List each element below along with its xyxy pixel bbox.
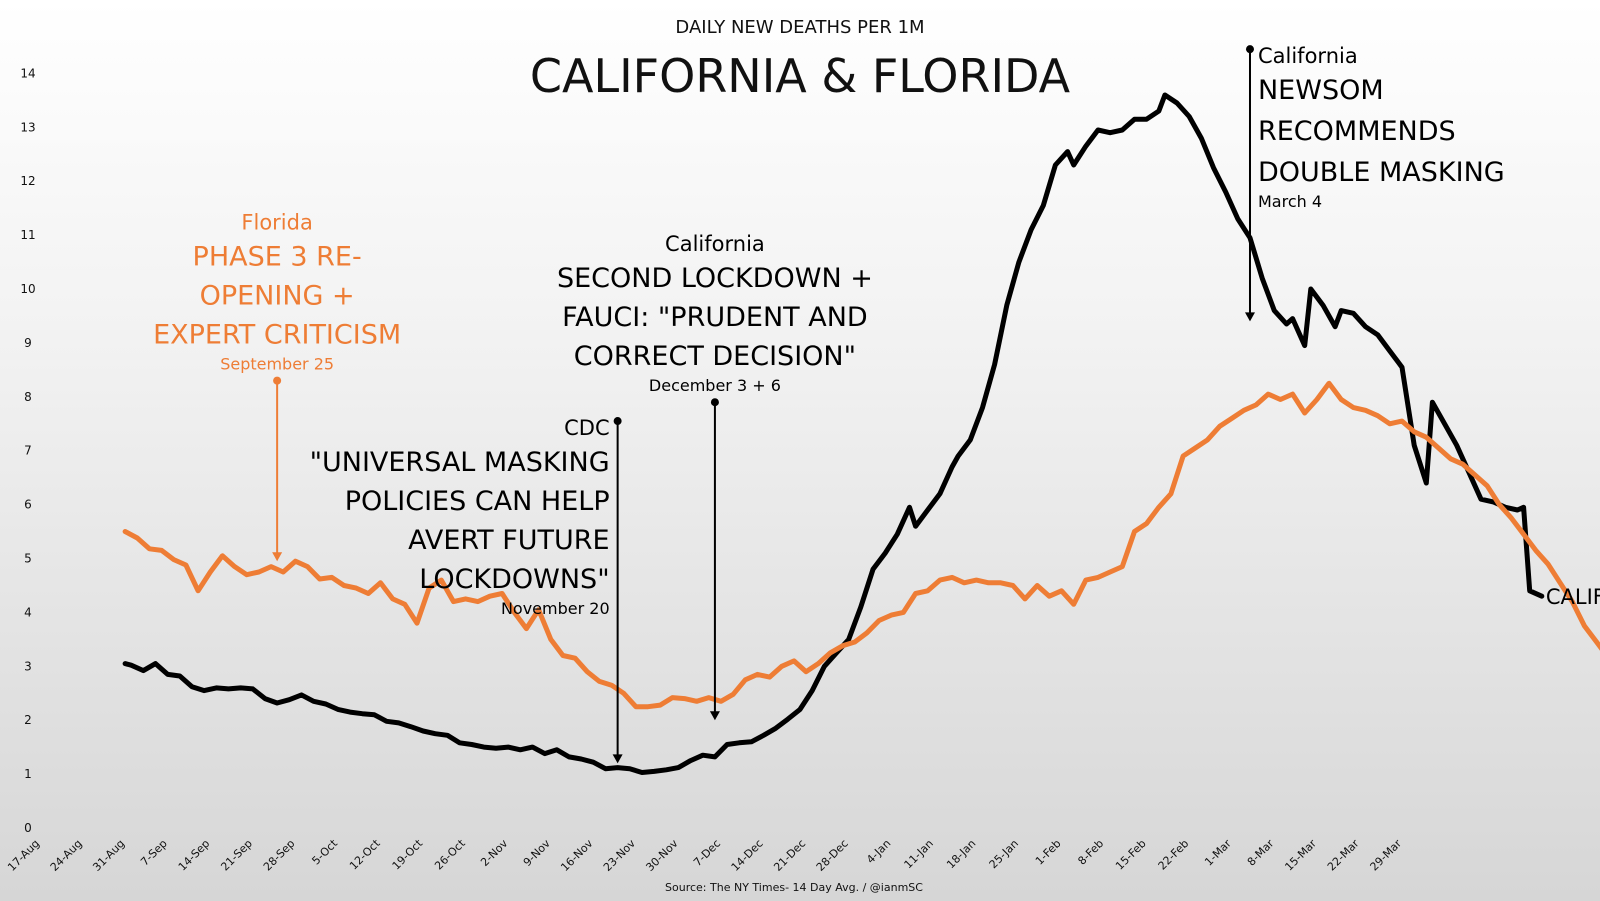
chart-title: CALIFORNIA & FLORIDA: [530, 49, 1071, 103]
x-tick-label: 21-Sep: [218, 837, 255, 874]
x-tick-label: 18-Jan: [944, 837, 978, 871]
x-tick-label: 29-Mar: [1368, 837, 1405, 874]
x-tick-label: 28-Sep: [261, 837, 298, 874]
x-tick-label: 11-Jan: [902, 837, 936, 871]
x-tick-label: 4-Jan: [864, 837, 893, 866]
x-tick-label: 28-Dec: [814, 837, 851, 874]
series-end-labels: CALIFORNIAFLORIDA: [1546, 585, 1600, 609]
y-tick-label: 5: [24, 552, 32, 566]
y-tick-label: 4: [24, 605, 32, 619]
annotation-headline-line: RECOMMENDS: [1258, 116, 1456, 147]
annotation-cdc-masking: CDC "UNIVERSAL MASKING POLICIES CAN HELP AV…: [310, 416, 623, 764]
y-tick-label: 10: [20, 282, 35, 296]
annotation-headline-line: EXPERT CRITICISM: [153, 320, 401, 351]
annotations: Florida PHASE 3 RE- OPENING + EXPERT CRITIC…: [153, 44, 1505, 764]
x-tick-label: 14-Dec: [729, 837, 766, 874]
annotation-date: March 4: [1258, 192, 1322, 211]
y-tick-label: 9: [24, 336, 32, 350]
annotation-arrow-head: [272, 552, 283, 562]
annotation-date: December 3 + 6: [649, 376, 781, 395]
x-tick-label: 8-Feb: [1075, 837, 1106, 868]
annotation-headline-line: FAUCI: "PRUDENT AND: [562, 302, 868, 333]
y-tick-label: 7: [24, 444, 32, 458]
annotation-headline-line: CORRECT DECISION": [574, 341, 856, 372]
x-tick-label: 15-Mar: [1282, 837, 1319, 874]
series-lines: [122, 92, 1600, 775]
y-tick-label: 1: [24, 767, 32, 781]
y-tick-label: 14: [20, 66, 35, 80]
x-tick-label: 16-Nov: [558, 837, 595, 874]
annotation-newsom-masking: California NEWSOM RECOMMENDS DOUBLE MASKING…: [1244, 44, 1505, 322]
y-tick-label: 6: [24, 498, 32, 512]
annotation-date: November 20: [501, 599, 610, 618]
annotation-date: September 25: [220, 355, 334, 374]
y-tick-label: 13: [20, 120, 35, 134]
x-tick-label: 7-Dec: [691, 837, 723, 869]
annotation-headline-line: OPENING +: [200, 281, 355, 312]
annotation-place: California: [665, 232, 765, 256]
annotation-arrow-head: [1244, 312, 1255, 322]
annotation-headline-line: AVERT FUTURE: [408, 525, 610, 556]
annotation-place: CDC: [564, 416, 610, 440]
x-tick-label: 30-Nov: [643, 837, 680, 874]
x-tick-label: 12-Oct: [347, 836, 383, 872]
source-credit: Source: The NY Times- 14 Day Avg. / @ian…: [665, 881, 923, 894]
annotation-florida-reopening: Florida PHASE 3 RE- OPENING + EXPERT CRITIC…: [153, 211, 401, 562]
annotation-headline-line: "UNIVERSAL MASKING: [310, 447, 610, 478]
annotation-arrow-head: [612, 754, 623, 764]
annotation-headline-line: LOCKDOWNS": [419, 564, 609, 595]
chart-subtitle: DAILY NEW DEATHS PER 1M: [675, 17, 924, 38]
x-tick-label: 8-Mar: [1245, 837, 1277, 869]
y-tick-label: 8: [24, 390, 32, 404]
annotation-place: California: [1258, 44, 1358, 68]
x-tick-label: 2-Nov: [478, 837, 510, 869]
x-tick-label: 26-Oct: [432, 836, 468, 872]
x-tick-label: 9-Nov: [521, 837, 553, 869]
x-axis: 17-Aug 24-Aug 31-Aug 7-Sep 14-Sep 21-Sep 28-Se…: [5, 836, 1404, 874]
series-line-california: [122, 92, 1545, 775]
x-tick-label: 17-Aug: [5, 837, 42, 874]
x-tick-label: 24-Aug: [48, 837, 85, 874]
x-tick-label: 15-Feb: [1113, 837, 1149, 873]
annotation-california-lockdown: California SECOND LOCKDOWN + FAUCI: "PRUDE…: [557, 232, 873, 721]
y-tick-label: 2: [24, 713, 32, 727]
annotation-arrow-head: [709, 711, 720, 721]
y-tick-label: 11: [20, 228, 35, 242]
x-tick-label: 22-Feb: [1156, 837, 1192, 873]
x-tick-label: 31-Aug: [90, 837, 127, 874]
annotation-headline-line: DOUBLE MASKING: [1258, 157, 1505, 188]
y-tick-label: 0: [24, 821, 32, 835]
annotation-headline-line: PHASE 3 RE-: [193, 242, 362, 273]
annotation-headline-line: POLICIES CAN HELP: [345, 486, 610, 517]
series-label-california: CALIFORNIA: [1546, 585, 1600, 609]
x-tick-label: 25-Jan: [987, 837, 1021, 871]
x-tick-label: 1-Mar: [1202, 837, 1234, 869]
y-tick-label: 3: [24, 659, 32, 673]
x-tick-label: 14-Sep: [176, 837, 213, 874]
x-tick-label: 7-Sep: [138, 837, 170, 869]
x-tick-label: 21-Dec: [771, 837, 808, 874]
series-line-florida: [122, 380, 1600, 710]
y-tick-label: 12: [20, 174, 35, 188]
x-tick-label: 22-Mar: [1325, 837, 1362, 874]
annotation-headline-line: SECOND LOCKDOWN +: [557, 263, 873, 294]
x-tick-label: 19-Oct: [390, 836, 426, 872]
x-tick-label: 1-Feb: [1033, 837, 1064, 868]
annotation-headline-line: NEWSOM: [1258, 75, 1384, 106]
annotation-place: Florida: [241, 211, 312, 235]
x-tick-label: 23-Nov: [601, 837, 638, 874]
x-tick-label: 5-Oct: [309, 836, 340, 867]
